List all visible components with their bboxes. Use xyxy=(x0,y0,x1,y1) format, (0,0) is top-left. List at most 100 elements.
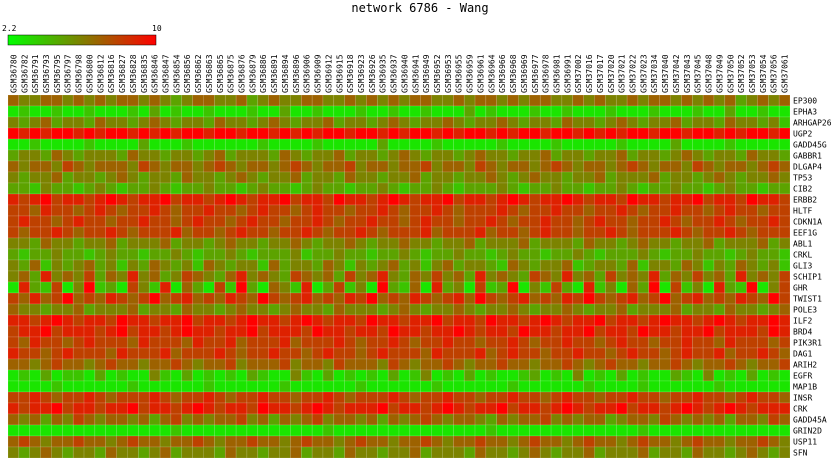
heatmap-cell xyxy=(648,204,660,217)
heatmap-cell xyxy=(550,380,563,393)
heatmap-cell xyxy=(746,281,758,294)
heatmap-cell xyxy=(322,336,335,349)
heatmap-cell xyxy=(637,160,650,173)
heatmap-cell xyxy=(507,270,519,283)
heatmap-cell xyxy=(257,281,269,294)
heatmap-cell xyxy=(138,204,150,217)
heatmap-cell xyxy=(290,127,302,140)
heatmap-cell xyxy=(746,204,758,217)
heatmap-cell xyxy=(301,303,313,316)
heatmap-cell xyxy=(344,237,356,250)
heatmap-cell xyxy=(615,105,628,118)
heatmap-cell xyxy=(463,446,476,459)
heatmap-cell xyxy=(648,149,660,162)
heatmap-cell xyxy=(507,193,519,206)
heatmap-cell xyxy=(409,138,421,151)
heatmap-cell xyxy=(333,281,345,294)
heatmap-cell xyxy=(431,149,443,162)
heatmap-cell xyxy=(778,358,791,371)
heatmap-cell xyxy=(692,182,704,195)
heatmap-cell xyxy=(51,160,63,173)
heatmap-cell xyxy=(637,435,650,448)
heatmap-cell xyxy=(746,303,758,316)
heatmap-cell xyxy=(322,314,335,327)
heatmap-cell xyxy=(290,259,302,272)
heatmap-cell xyxy=(94,380,106,393)
heatmap-cell xyxy=(572,94,584,107)
heatmap-cell xyxy=(496,347,508,360)
heatmap-cell xyxy=(214,127,226,140)
heatmap-cell xyxy=(72,193,85,206)
heatmap-cell xyxy=(235,424,248,437)
heatmap-cell xyxy=(431,105,443,118)
heatmap-cell xyxy=(257,105,269,118)
heatmap-cell xyxy=(181,270,193,283)
heatmap-cell xyxy=(550,160,563,173)
heatmap-cell xyxy=(474,446,487,459)
heatmap-cell xyxy=(116,446,128,459)
heatmap-cell xyxy=(214,402,226,415)
heatmap-cell xyxy=(29,171,41,184)
heatmap-cell xyxy=(496,138,508,151)
heatmap-cell xyxy=(757,292,769,305)
heatmap-cell xyxy=(681,292,693,305)
heatmap-cell xyxy=(235,391,248,404)
heatmap-cell xyxy=(333,402,345,415)
heatmap-cell xyxy=(681,248,693,261)
heatmap-cell xyxy=(681,127,693,140)
heatmap-cell xyxy=(474,160,487,173)
row-label: TWIST1 xyxy=(793,295,822,304)
heatmap-cell xyxy=(518,358,530,371)
heatmap-cell xyxy=(268,380,280,393)
heatmap-cell xyxy=(333,116,345,129)
heatmap-cell xyxy=(246,138,259,151)
heatmap-cell xyxy=(561,138,574,151)
heatmap-cell xyxy=(507,369,519,382)
heatmap-cell xyxy=(72,391,85,404)
heatmap-cell xyxy=(83,292,96,305)
heatmap-cell xyxy=(333,369,345,382)
heatmap-cell xyxy=(170,160,183,173)
heatmap-cell xyxy=(311,369,324,382)
heatmap-cell xyxy=(453,237,465,250)
heatmap-cell xyxy=(159,204,172,217)
heatmap-cell xyxy=(377,215,389,228)
heatmap-cell xyxy=(724,380,736,393)
heatmap-cell xyxy=(420,237,432,250)
heatmap-cell xyxy=(605,336,617,349)
heatmap-cell xyxy=(583,314,595,327)
heatmap-cell xyxy=(29,215,41,228)
heatmap-cell xyxy=(518,237,530,250)
heatmap-cell xyxy=(72,281,85,294)
heatmap-cell xyxy=(257,215,269,228)
heatmap-cell xyxy=(290,380,302,393)
heatmap-cell xyxy=(670,369,682,382)
heatmap-cell xyxy=(594,358,606,371)
heatmap-cell xyxy=(420,259,432,272)
heatmap-cell xyxy=(724,303,736,316)
heatmap-cell xyxy=(257,413,269,426)
heatmap-cell xyxy=(724,358,736,371)
heatmap-cell xyxy=(550,402,563,415)
heatmap-cell xyxy=(40,237,52,250)
heatmap-cell xyxy=(398,248,411,261)
heatmap-cell xyxy=(214,325,226,338)
heatmap-cell xyxy=(474,402,487,415)
heatmap-cell xyxy=(420,149,432,162)
heatmap-cell xyxy=(40,446,52,459)
heatmap-cell xyxy=(713,358,726,371)
heatmap-cell xyxy=(453,314,465,327)
heatmap-cell xyxy=(192,127,204,140)
heatmap-cell xyxy=(72,314,85,327)
heatmap-cell xyxy=(18,259,30,272)
heatmap-cell xyxy=(398,435,411,448)
heatmap-cell xyxy=(594,226,606,239)
heatmap-cell xyxy=(83,116,96,129)
heatmap-cell xyxy=(246,336,259,349)
heatmap-cell xyxy=(148,116,161,129)
heatmap-cell xyxy=(681,281,693,294)
heatmap-cell xyxy=(659,435,671,448)
heatmap-cell xyxy=(431,94,443,107)
heatmap-cell xyxy=(442,380,454,393)
heatmap-cell xyxy=(442,149,454,162)
